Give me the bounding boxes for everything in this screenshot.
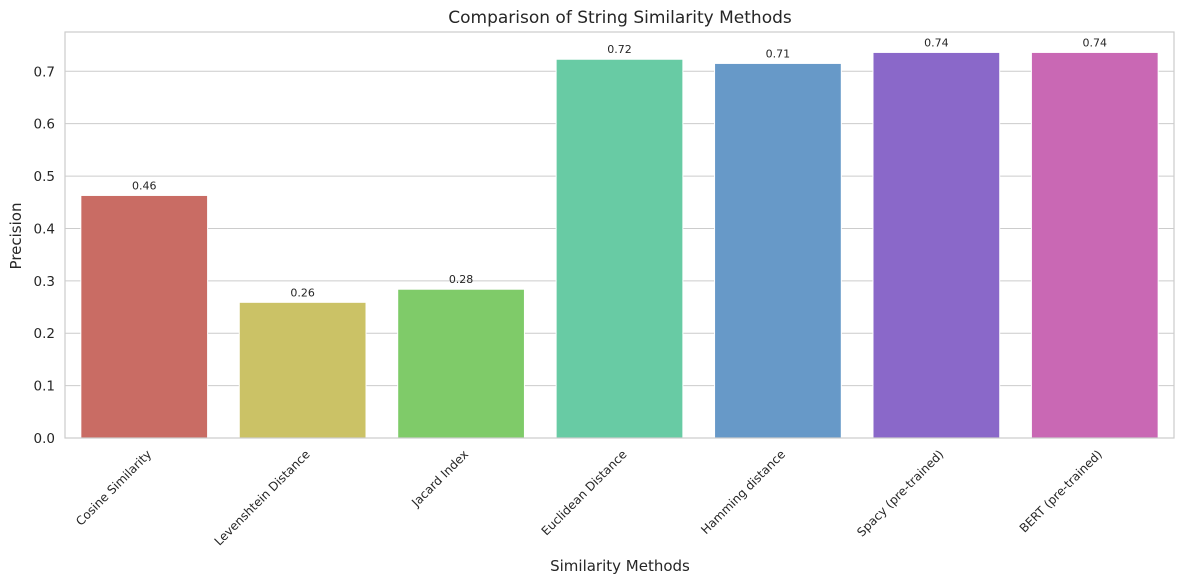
bar-value-label: 0.26 [290,286,315,299]
bar-value-label: 0.71 [766,47,791,60]
bar-value-label: 0.72 [607,43,632,56]
bar [397,288,525,439]
y-axis-label: Precision [7,203,25,270]
bar [555,58,684,439]
bar [714,62,842,439]
y-tick-label: 0.2 [34,326,55,342]
x-tick-label: Jacard Index [408,447,471,510]
bar [1030,51,1159,439]
bar [80,194,209,439]
y-tick-label: 0.7 [34,64,55,80]
y-tick-label: 0.3 [34,274,55,290]
bar-value-label: 0.28 [449,273,474,286]
bar [238,301,367,439]
y-tick-label: 0.5 [34,169,55,185]
x-axis-label: Similarity Methods [550,557,690,575]
y-tick-label: 0.0 [34,431,55,447]
chart-title: Comparison of String Similarity Methods [448,8,792,28]
bars [80,51,1159,439]
bar-value-labels: 0.46 0.26 0.28 0.72 0.71 0.74 0.74 [132,36,1107,299]
x-tick-label: Hamming distance [698,447,788,537]
y-axis-ticks: 0.0 0.1 0.2 0.3 0.4 0.5 0.6 0.7 [34,64,55,447]
bar-value-label: 0.74 [924,36,949,49]
x-tick-label: Levenshtein Distance [212,447,313,548]
bar-value-label: 0.74 [1083,36,1108,49]
y-tick-label: 0.4 [34,221,55,237]
x-tick-label: Cosine Similarity [73,447,154,528]
bar-value-label: 0.46 [132,179,157,192]
x-tick-label: Euclidean Distance [539,447,630,538]
x-axis-ticks: Cosine Similarity Levenshtein Distance Jac… [73,447,1105,548]
x-tick-label: Spacy (pre-trained) [854,447,946,539]
y-tick-label: 0.1 [34,379,55,395]
x-tick-label: BERT (pre-trained) [1017,447,1105,535]
bar [872,51,1001,439]
y-tick-label: 0.6 [34,117,55,133]
plot-frame [64,31,1175,439]
